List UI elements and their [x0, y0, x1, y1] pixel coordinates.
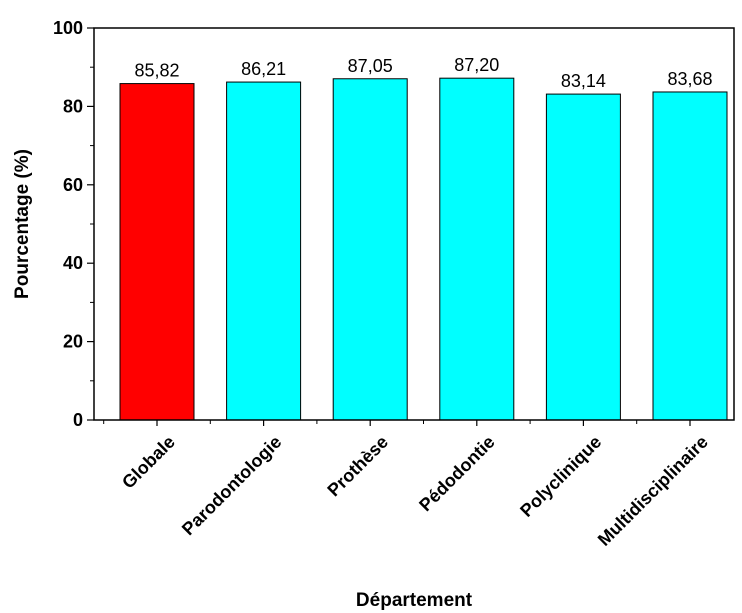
bar-value-label: 83,14 [561, 71, 606, 91]
y-tick-label: 20 [63, 332, 83, 352]
y-tick-label: 60 [63, 175, 83, 195]
y-tick-label: 100 [53, 18, 83, 38]
bar-value-label: 87,20 [454, 55, 499, 75]
x-tick-label: Pédodontie [415, 432, 498, 515]
x-tick-label: Multidisciplinaire [594, 432, 712, 550]
bar-value-label: 83,68 [667, 69, 712, 89]
bar-multidisciplinaire [652, 91, 728, 421]
x-axis-ticks: Globale Parodontologie Prothèse Pédodontie P… [103, 420, 712, 550]
bar-value-label: 85,82 [134, 61, 179, 81]
y-axis-ticks: 0 20 40 60 80 100 [53, 18, 94, 430]
bar-pédodontie [439, 77, 515, 421]
y-axis-label: Pourcentage (%) [12, 149, 33, 299]
x-tick-label: Prothèse [323, 432, 392, 501]
bar-polyclinique [545, 93, 621, 421]
y-tick-label: 80 [63, 96, 83, 116]
y-tick-label: 40 [63, 253, 83, 273]
bar-parodontologie [226, 81, 302, 421]
bars-group [119, 77, 728, 421]
value-labels-group: 85,82 86,21 87,05 87,20 83,14 83,68 [134, 55, 712, 91]
y-tick-label: 0 [73, 410, 83, 430]
x-tick-label: Globale [118, 432, 179, 493]
x-tick-label: Polyclinique [516, 432, 605, 521]
bar-value-label: 86,21 [241, 59, 286, 79]
x-tick-label: Parodontologie [178, 432, 285, 539]
bar-prothèse [332, 78, 408, 421]
x-axis-label: Département [356, 590, 473, 611]
bar-value-label: 87,05 [348, 56, 393, 76]
bar-globale [119, 83, 195, 421]
